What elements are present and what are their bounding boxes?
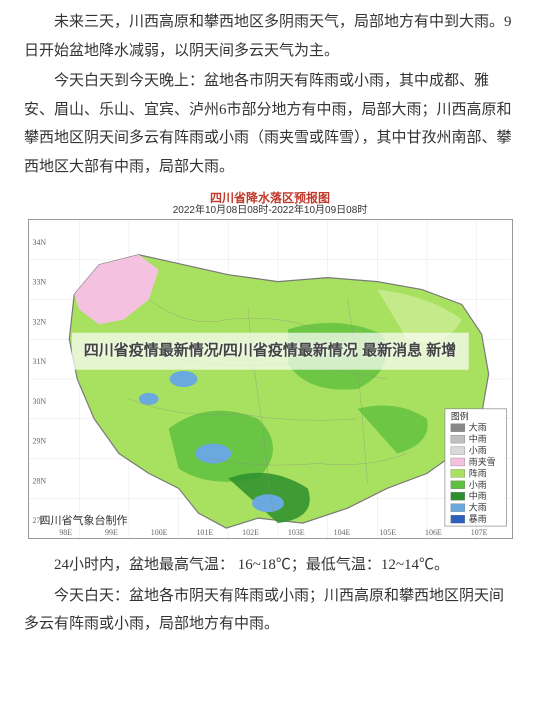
svg-text:107E: 107E (470, 528, 487, 537)
paragraph-2: 今天白天到今天晚上：盆地各市阴天有阵雨或小雨，其中成都、雅安、眉山、乐山、宜宾、… (24, 67, 516, 181)
svg-text:小雨: 小雨 (468, 446, 486, 456)
svg-text:中雨: 中雨 (468, 491, 486, 502)
heavy-4 (138, 393, 158, 405)
svg-text:29N: 29N (32, 437, 46, 446)
svg-text:33N: 33N (32, 278, 46, 287)
svg-text:104E: 104E (333, 528, 350, 537)
svg-text:28N: 28N (32, 477, 46, 486)
svg-text:图例: 图例 (450, 411, 468, 422)
svg-text:30N: 30N (32, 397, 46, 406)
heavy-2 (169, 371, 197, 387)
heavy-1 (195, 444, 231, 464)
svg-text:102E: 102E (242, 528, 259, 537)
heavy-3 (252, 495, 284, 513)
svg-text:雨夹雪: 雨夹雪 (468, 456, 495, 467)
svg-text:100E: 100E (150, 528, 167, 537)
legend-box: 图例 大雨中雨小雨雨夹雪阵雨小雨中雨大雨暴雨 (444, 409, 506, 526)
svg-text:34N: 34N (32, 238, 46, 247)
precipitation-map-block: 四川省降水落区预报图 2022年10月08日08时-2022年10月09日08时 (28, 191, 513, 539)
svg-text:小雨: 小雨 (468, 480, 486, 490)
map-title: 四川省降水落区预报图 (28, 191, 513, 205)
svg-text:103E: 103E (287, 528, 304, 537)
overlay-text: 四川省疫情最新情况/四川省疫情最新情况 最新消息 新增 (72, 333, 469, 370)
map-period: 2022年10月08日08时-2022年10月09日08时 (28, 205, 513, 217)
paragraph-3: 24小时内，盆地最高气温： 16~18℃；最低气温：12~14℃。 (24, 551, 516, 580)
svg-text:大雨: 大雨 (468, 422, 486, 433)
svg-text:106E: 106E (425, 528, 442, 537)
svg-text:32N: 32N (32, 318, 46, 327)
svg-text:101E: 101E (196, 528, 213, 537)
svg-text:中雨: 中雨 (468, 433, 486, 444)
svg-text:暴雨: 暴雨 (468, 514, 486, 524)
map-watermark: 四川省气象台制作 (40, 511, 128, 532)
svg-text:31N: 31N (32, 357, 46, 366)
paragraph-4: 今天白天：盆地各市阴天有阵雨或小雨；川西高原和攀西地区阴天间多云有阵雨或小雨，局… (24, 582, 516, 639)
svg-text:大雨: 大雨 (468, 502, 486, 513)
svg-text:阵雨: 阵雨 (468, 468, 486, 479)
paragraph-1: 未来三天，川西高原和攀西地区多阴雨天气，局部地方有中到大雨。9日开始盆地降水减弱… (24, 8, 516, 65)
map-svg: 图例 大雨中雨小雨雨夹雪阵雨小雨中雨大雨暴雨 98E99E100E101E102… (28, 219, 513, 539)
axis-lat: 34N33N32N31N30N29N28N27N (32, 238, 46, 525)
svg-text:105E: 105E (379, 528, 396, 537)
